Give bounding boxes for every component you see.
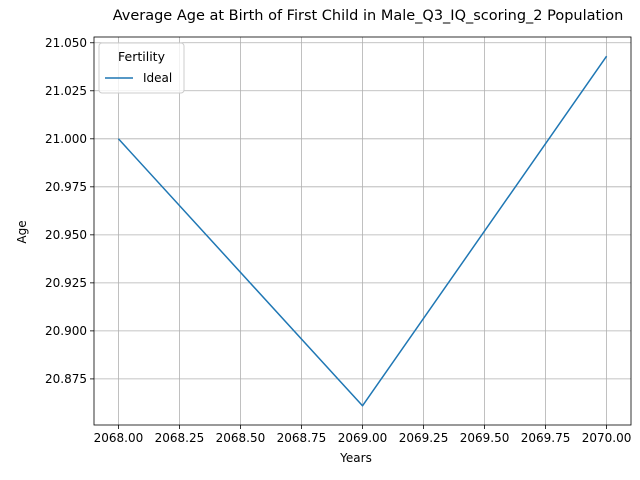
- y-tick-label: 20.875: [45, 372, 87, 386]
- x-axis-label: Years: [339, 451, 372, 465]
- series-line-ideal: [117, 55, 608, 407]
- x-tick-label: 2069.00: [338, 431, 388, 445]
- y-tick-label: 21.050: [45, 36, 87, 50]
- x-tick-label: 2068.75: [277, 431, 327, 445]
- legend-box: [98, 42, 185, 94]
- x-tick-label: 2069.50: [460, 431, 510, 445]
- x-tick-label: 2069.25: [399, 431, 449, 445]
- y-axis-ticks: 20.875 20.900 20.925 20.950 20.975 21.000 21.0…: [45, 36, 94, 386]
- x-tick-label: 2068.25: [155, 431, 205, 445]
- y-tick-label: 20.950: [45, 228, 87, 242]
- y-tick-label: 20.975: [45, 180, 87, 194]
- x-tick-label: 2069.75: [521, 431, 571, 445]
- y-axis-label: Age: [15, 220, 29, 243]
- y-tick-label: 20.900: [45, 324, 87, 338]
- y-tick-label: 21.000: [45, 132, 87, 146]
- chart-title: Average Age at Birth of First Child in M…: [113, 8, 624, 24]
- y-tick-label: 21.025: [45, 84, 87, 98]
- x-axis-ticks: 2068.00 2068.25 2068.50 2068.75 2069.00 2069.…: [94, 425, 632, 445]
- x-tick-label: 2070.00: [582, 431, 632, 445]
- x-tick-label: 2068.50: [216, 431, 266, 445]
- legend-label-ideal: Ideal: [143, 71, 172, 85]
- series-layer: [117, 55, 608, 407]
- legend: Fertility Ideal: [98, 42, 185, 94]
- grid: [94, 37, 631, 425]
- y-tick-label: 20.925: [45, 276, 87, 290]
- legend-title: Fertility: [118, 49, 166, 64]
- x-tick-label: 2068.00: [94, 431, 144, 445]
